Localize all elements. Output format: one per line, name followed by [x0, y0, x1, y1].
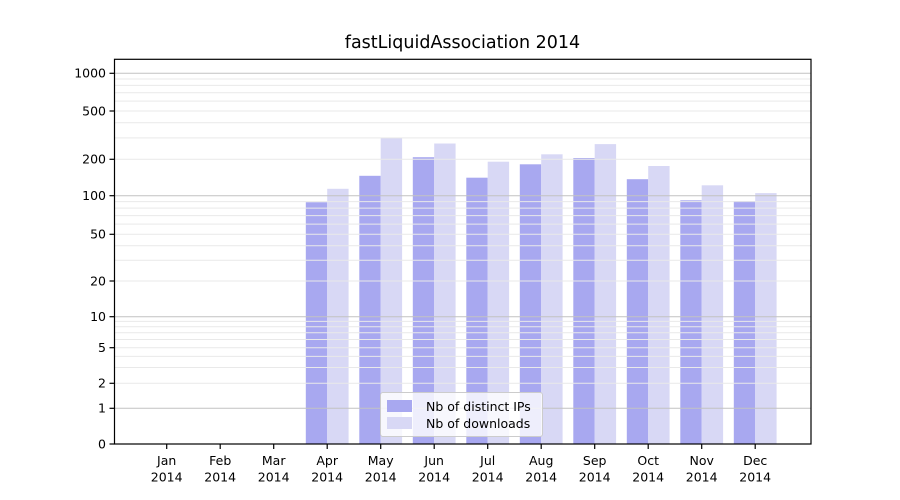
x-tick-label-month-oct: Oct: [637, 453, 659, 468]
x-tick-label-month-aug: Aug: [529, 453, 553, 468]
y-tick-label-1: 1: [98, 401, 106, 416]
x-tick-label-month-jul: Jul: [479, 453, 495, 468]
x-tick-label-month-feb: Feb: [209, 453, 231, 468]
x-tick-label-year-jun: 2014: [418, 470, 450, 485]
bar-downloads-nov: [701, 185, 724, 445]
y-tick-label-100: 100: [82, 188, 106, 203]
x-tick-label-year-may: 2014: [365, 470, 397, 485]
x-tick-label-month-nov: Nov: [689, 453, 714, 468]
x-axis: Jan 2014 Feb 2014 Mar 2014 Apr 2014 May 2014 Jun 20…: [151, 444, 771, 485]
x-tick-label-month-may: May: [368, 453, 394, 468]
legend-item-distinct-ips: Nb of distinct IPs: [387, 398, 534, 414]
bar-distinct-ips-jul: [466, 177, 488, 444]
bar-distinct-ips-oct: [626, 179, 649, 444]
bar-downloads-dec: [755, 193, 777, 444]
gridlines-minor: [114, 78, 811, 384]
x-tick-label-month-jun: Jun: [423, 453, 444, 468]
x-tick-label-month-apr: Apr: [316, 453, 338, 468]
bar-downloads-jun: [434, 143, 456, 444]
y-tick-label-20: 20: [90, 273, 106, 288]
chart-title: fastLiquidAssociation 2014: [344, 33, 581, 53]
plot-border: [113, 58, 812, 445]
bar-downloads-aug: [541, 154, 563, 445]
x-tick-label-month-jan: Jan: [156, 453, 176, 468]
bar-downloads-sep: [594, 144, 617, 444]
x-tick-label-year-aug: 2014: [525, 470, 557, 485]
x-tick-label-month-mar: Mar: [262, 453, 286, 468]
bar-distinct-ips-dec: [733, 201, 756, 444]
x-tick-label-year-sep: 2014: [579, 470, 611, 485]
bar-distinct-ips-apr: [305, 202, 328, 444]
legend-swatch-downloads: [387, 417, 412, 429]
legend-item-downloads: Nb of downloads: [387, 415, 534, 431]
bar-distinct-ips-jun: [412, 157, 435, 444]
x-tick-label-month-dec: Dec: [743, 453, 767, 468]
x-tick-label-year-jan: 2014: [151, 470, 183, 485]
y-tick-label-10: 10: [90, 309, 106, 324]
y-tick-label-2: 2: [98, 376, 106, 391]
legend: Nb of distinct IPs Nb of downloads: [380, 392, 543, 437]
bar-downloads-jul: [487, 161, 510, 444]
y-tick-label-500: 500: [82, 103, 106, 118]
bar-distinct-ips-sep: [573, 158, 595, 444]
x-tick-label-year-feb: 2014: [204, 470, 236, 485]
bar-distinct-ips-may: [359, 175, 381, 445]
y-axis: 0 1 2 5 10 20 50 100 200 500 1000: [74, 66, 115, 451]
y-tick-label-5: 5: [98, 340, 106, 355]
y-tick-label-0: 0: [98, 436, 106, 451]
y-tick-label-1000: 1000: [74, 66, 106, 81]
x-tick-label-year-oct: 2014: [632, 470, 664, 485]
bar-downloads-oct: [648, 166, 670, 444]
x-tick-label-year-dec: 2014: [739, 470, 771, 485]
legend-label-downloads: Nb of downloads: [426, 415, 531, 431]
x-tick-label-year-apr: 2014: [311, 470, 343, 485]
legend-swatch-distinct-ips: [387, 400, 412, 412]
x-tick-label-month-sep: Sep: [583, 453, 607, 468]
x-tick-label-year-jul: 2014: [472, 470, 504, 485]
legend-label-distinct-ips: Nb of distinct IPs: [426, 398, 531, 414]
y-tick-label-50: 50: [90, 227, 106, 242]
bar-distinct-ips-nov: [680, 200, 702, 444]
x-tick-label-year-nov: 2014: [686, 470, 718, 485]
y-tick-label-200: 200: [82, 152, 106, 167]
x-tick-label-year-mar: 2014: [258, 470, 290, 485]
